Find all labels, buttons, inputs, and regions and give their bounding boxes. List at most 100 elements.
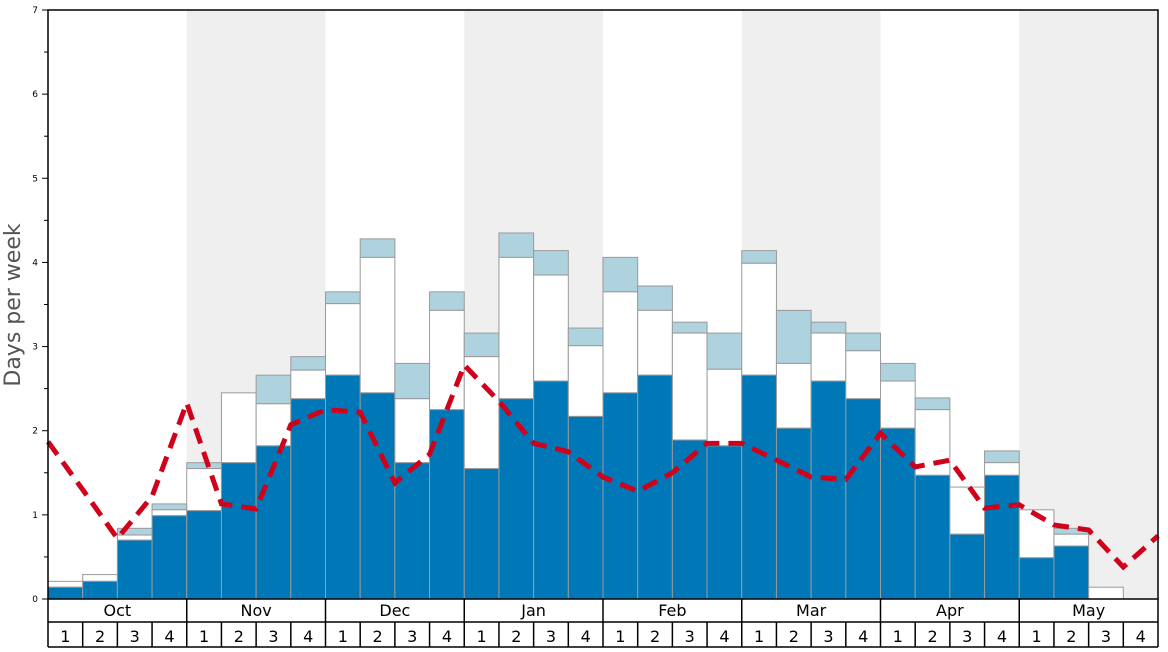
week-label: 4 bbox=[858, 627, 868, 646]
y-axis-label: Days per week bbox=[1, 223, 26, 386]
bar-base-segment bbox=[914, 474, 951, 600]
month-label-mar: Mar bbox=[796, 601, 827, 620]
bar-base-segment bbox=[498, 398, 535, 600]
week-label: 1 bbox=[1032, 627, 1042, 646]
bar-middle-segment bbox=[82, 574, 118, 582]
bar-base-segment bbox=[775, 427, 812, 600]
bar-top-segment bbox=[255, 374, 292, 405]
bar-middle-segment bbox=[359, 256, 396, 394]
bar-middle-segment bbox=[325, 303, 361, 376]
bar-base-segment bbox=[567, 415, 604, 600]
bar-base-segment bbox=[1053, 545, 1090, 600]
bar-top-segment bbox=[325, 291, 361, 305]
bar-base-segment bbox=[880, 427, 916, 600]
bar-middle-segment bbox=[775, 362, 812, 429]
bar-top-segment bbox=[151, 503, 188, 511]
bar-middle-segment bbox=[463, 356, 500, 470]
bar-middle-segment bbox=[880, 380, 916, 429]
week-label: 4 bbox=[1136, 627, 1146, 646]
week-label: 4 bbox=[164, 627, 174, 646]
month-label-nov: Nov bbox=[241, 601, 272, 620]
bar-top-segment bbox=[880, 362, 916, 382]
y-tick-label: 1 bbox=[32, 511, 38, 521]
bar-base-segment bbox=[82, 580, 118, 600]
week-label: 1 bbox=[893, 627, 903, 646]
week-label: 1 bbox=[60, 627, 70, 646]
week-label: 4 bbox=[997, 627, 1007, 646]
week-label: 3 bbox=[407, 627, 417, 646]
week-label: 3 bbox=[1101, 627, 1111, 646]
week-label: 3 bbox=[685, 627, 695, 646]
y-tick-label: 5 bbox=[32, 174, 38, 184]
month-label-oct: Oct bbox=[104, 601, 132, 620]
bar-top-segment bbox=[984, 450, 1020, 464]
bar-middle-segment bbox=[1088, 586, 1124, 600]
week-label: 1 bbox=[754, 627, 764, 646]
week-label: 2 bbox=[927, 627, 937, 646]
bar-top-segment bbox=[602, 256, 639, 293]
week-label: 1 bbox=[338, 627, 348, 646]
bar-top-segment bbox=[741, 250, 777, 264]
bar-top-segment bbox=[637, 285, 673, 311]
bar-middle-segment bbox=[290, 369, 326, 400]
month-label-apr: Apr bbox=[936, 601, 964, 620]
bar-base-segment bbox=[429, 409, 465, 600]
bar-top-segment bbox=[671, 321, 708, 334]
bar-base-segment bbox=[47, 586, 84, 600]
bar-base-segment bbox=[984, 474, 1020, 600]
bar-base-segment bbox=[290, 398, 326, 600]
week-label: 3 bbox=[823, 627, 833, 646]
bar-middle-segment bbox=[429, 309, 465, 411]
bar-base-segment bbox=[151, 515, 188, 600]
y-tick-label: 4 bbox=[32, 258, 38, 268]
week-label: 2 bbox=[95, 627, 105, 646]
bar-base-segment bbox=[1018, 557, 1055, 600]
bar-middle-segment bbox=[706, 368, 743, 447]
month-label-may: May bbox=[1072, 601, 1105, 620]
bar-middle-segment bbox=[533, 274, 569, 382]
bar-base-segment bbox=[533, 380, 569, 600]
bar-top-segment bbox=[775, 309, 812, 364]
week-label: 1 bbox=[199, 627, 209, 646]
month-label-dec: Dec bbox=[379, 601, 410, 620]
week-label: 4 bbox=[719, 627, 729, 646]
week-label: 2 bbox=[650, 627, 660, 646]
bar-base-segment bbox=[463, 468, 500, 600]
bar-top-segment bbox=[706, 332, 743, 370]
bar-top-segment bbox=[498, 232, 535, 258]
week-label: 1 bbox=[615, 627, 625, 646]
bar-middle-segment bbox=[151, 509, 188, 517]
bar-middle-segment bbox=[741, 262, 777, 376]
bar-middle-segment bbox=[810, 332, 847, 382]
bar-middle-segment bbox=[637, 309, 673, 376]
week-label: 4 bbox=[303, 627, 313, 646]
average-dashed-line bbox=[45, 360, 1160, 571]
month-label-feb: Feb bbox=[658, 601, 686, 620]
y-tick-label: 2 bbox=[32, 427, 38, 437]
bar-top-segment bbox=[463, 332, 500, 358]
bar-middle-segment bbox=[1053, 533, 1090, 547]
week-label: 3 bbox=[546, 627, 556, 646]
bar-top-segment bbox=[359, 238, 396, 258]
bar-top-segment bbox=[186, 462, 222, 470]
month-label-jan: Jan bbox=[520, 601, 546, 620]
bar-middle-segment bbox=[116, 534, 153, 541]
week-label: 3 bbox=[130, 627, 140, 646]
month-shade-may bbox=[1019, 10, 1158, 599]
y-tick-label: 6 bbox=[32, 90, 38, 100]
y-tick-label: 0 bbox=[32, 595, 38, 605]
bar-middle-segment bbox=[671, 332, 708, 441]
week-label: 2 bbox=[789, 627, 799, 646]
bar-top-segment bbox=[290, 356, 326, 371]
week-label: 2 bbox=[234, 627, 244, 646]
week-label: 2 bbox=[511, 627, 521, 646]
bar-middle-segment bbox=[47, 580, 84, 588]
bar-top-segment bbox=[914, 397, 951, 411]
bar-middle-segment bbox=[567, 345, 604, 417]
y-tick-label: 7 bbox=[32, 6, 38, 16]
bar-middle-segment bbox=[602, 291, 639, 394]
bar-base-segment bbox=[671, 439, 708, 600]
bar-top-segment bbox=[533, 250, 569, 276]
bar-base-segment bbox=[706, 445, 743, 600]
